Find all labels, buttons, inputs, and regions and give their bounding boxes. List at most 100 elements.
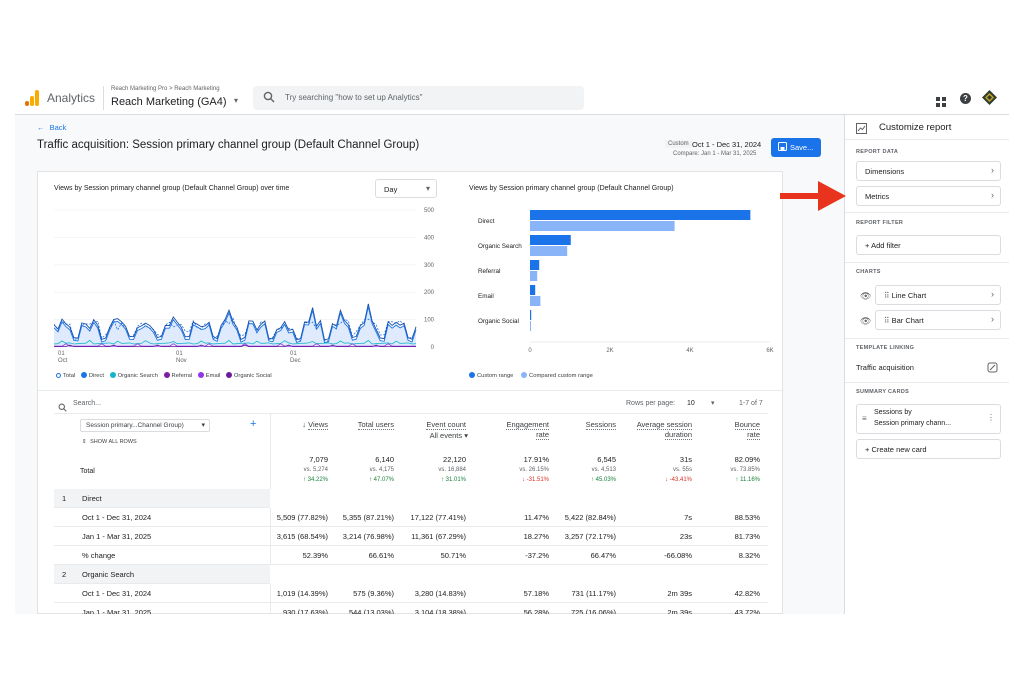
eye-icon[interactable]: 👁 (860, 291, 872, 301)
total-cell: 31s vs. 55s ↓ -43.41% (632, 455, 692, 485)
back-link[interactable]: ← Back (37, 123, 66, 132)
plus-icon: + (865, 241, 872, 250)
header-event-count[interactable]: Event count (426, 420, 466, 430)
legend-total[interactable]: Total (56, 373, 75, 379)
bar-compared-range (530, 296, 541, 306)
table-cell: 57.18% (523, 589, 549, 598)
charts-heading: CHARTS (856, 269, 881, 275)
template-name: Traffic acquisition (856, 363, 914, 372)
table-row[interactable]: % change 52.39% 66.61% 50.71% -37.2% 66.47% -6… (54, 546, 768, 565)
show-all-rows-button[interactable]: ⇕ SHOW ALL ROWS (82, 439, 137, 445)
unlink-icon[interactable] (987, 360, 998, 378)
table-cell: -66.08% (664, 551, 692, 560)
total-change: ↑ 31.01% (440, 477, 466, 483)
summary-cards-heading: SUMMARY CARDS (856, 389, 910, 395)
customize-report-panel: Customize report REPORT DATA Dimensions ›… (844, 115, 1009, 614)
table-search-input[interactable]: Search... (73, 400, 102, 407)
date-range-picker[interactable]: Oct 1 - Dec 31, 2024 (692, 140, 762, 149)
table-group-row[interactable]: 1 Direct (54, 489, 768, 508)
analytics-logo-icon[interactable] (25, 90, 39, 106)
x-tick-label: 4K (686, 348, 693, 354)
table-cell: 81.73% (734, 532, 760, 541)
y-tick-label: 300 (424, 263, 435, 269)
account-avatar[interactable] (982, 90, 997, 105)
header-views[interactable]: ↓ Views (302, 420, 328, 430)
header-avg-session-duration[interactable]: Average session duration (636, 420, 692, 440)
table-cell: 56.28% (523, 608, 549, 614)
save-button[interactable]: Save... (771, 138, 821, 157)
app-name: Analytics (47, 91, 96, 105)
compare-range: Compare: Jan 1 - Mar 31, 2025 (673, 151, 757, 157)
topbar-divider (103, 86, 104, 110)
table-row[interactable]: Oct 1 - Dec 31, 2024 1,019 (14.39%) 575 (9… (54, 584, 768, 603)
bar-compared-range (530, 321, 531, 331)
chevron-down-icon[interactable]: ▾ (711, 400, 715, 407)
property-selector[interactable]: Reach Marketing (GA4) (111, 96, 227, 108)
bar-category-label: Organic Search (478, 243, 522, 250)
search-bar[interactable]: Try searching "how to set up Analytics" (253, 86, 584, 110)
metrics-item[interactable]: Metrics › (856, 186, 1001, 206)
screenshot: Analytics Reach Marketing Pro > Reach Ma… (15, 80, 1009, 614)
header-bounce-rate[interactable]: Bounce rate (734, 420, 760, 440)
line-chart-title: Views by Session primary channel group (… (54, 185, 290, 192)
top-bar: Analytics Reach Marketing Pro > Reach Ma… (15, 80, 1009, 115)
header-sessions[interactable]: Sessions (585, 420, 616, 430)
header-total-users[interactable]: Total users (357, 420, 394, 430)
divider (845, 212, 1009, 213)
legend-referral[interactable]: Referral (163, 372, 192, 379)
legend-custom-range[interactable]: Custom range (469, 372, 513, 379)
table-row[interactable]: Jan 1 - Mar 31, 2025 930 (17.63%) 544 (13.… (54, 603, 768, 614)
total-compare: vs. 16,884 (438, 467, 466, 473)
account-breadcrumb[interactable]: Reach Marketing Pro > Reach Marketing (111, 86, 220, 92)
more-vert-icon[interactable]: ⋮ (987, 413, 995, 422)
total-compare: vs. 26.15% (519, 467, 549, 473)
create-new-card-button[interactable]: + Create new card (856, 439, 1001, 459)
direct-series-line (53, 306, 417, 344)
rows-per-page-select[interactable]: 10 (687, 400, 695, 407)
header-engagement-rate[interactable]: Engagement rate (506, 420, 549, 440)
y-tick-label: 100 (424, 318, 435, 324)
add-filter-button[interactable]: + Add filter (856, 235, 1001, 255)
table-divider (38, 390, 784, 391)
summary-card-item[interactable]: ≡ Sessions by Session primary chann... ⋮ (856, 404, 1001, 434)
annotation-arrow-icon (780, 181, 846, 211)
total-change: ↑ 34.22% (302, 477, 328, 483)
apps-grid-icon[interactable] (936, 94, 946, 107)
table-cell: 575 (9.36%) (353, 589, 394, 598)
bar-custom-range (530, 260, 540, 270)
line-chart: 500 400 300 200 100 0 01 Oct 01 Nov 01 Dec (53, 202, 444, 370)
bar-category-label: Direct (478, 218, 495, 225)
legend-direct[interactable]: Direct (80, 372, 104, 379)
legend-compared-range[interactable]: Compared custom range (521, 372, 593, 379)
event-filter-select[interactable]: All events ▾ (429, 431, 468, 440)
line-chart-item[interactable]: ⠿ Line Chart › (875, 285, 1001, 305)
bar-chart-item[interactable]: ⠿ Bar Chart › (875, 310, 1001, 330)
table-cell: 11,361 (67.29%) (411, 532, 466, 541)
total-value: 6,140 (375, 455, 394, 464)
report-data-heading: REPORT DATA (856, 149, 899, 155)
table-cell: 5,509 (77.82%) (276, 513, 328, 522)
legend-organic-social[interactable]: Organic Social (225, 372, 272, 379)
add-dimension-button[interactable]: + (250, 418, 257, 430)
table-cell: 43.72% (734, 608, 760, 614)
dimension-select[interactable]: Session primary...Channel Group) ▾ (80, 419, 210, 432)
bar-custom-range (530, 210, 751, 220)
dimensions-item[interactable]: Dimensions › (856, 161, 1001, 181)
table-group-row[interactable]: 2 Organic Search (54, 565, 768, 584)
custom-badge: Custom (665, 140, 692, 148)
legend-email[interactable]: Email (197, 372, 220, 379)
eye-icon[interactable]: 👁 (860, 316, 872, 326)
table-cell: -37.2% (525, 551, 549, 560)
legend-organic-search[interactable]: Organic Search (109, 372, 158, 379)
total-cell: 7,079 vs. 5,274 ↑ 34.22% (268, 455, 328, 485)
chevron-down-icon[interactable]: ▾ (234, 96, 239, 105)
table-cell: 66.47% (590, 551, 616, 560)
table-cell: 930 (17.63%) (282, 608, 328, 614)
table-cell: 5,422 (82.84%) (564, 513, 616, 522)
y-tick-label: 200 (424, 290, 435, 296)
total-change: ↑ 47.07% (368, 477, 394, 483)
granularity-select[interactable]: Day ▾ (375, 179, 437, 198)
table-row[interactable]: Jan 1 - Mar 31, 2025 3,615 (68.54%) 3,214 … (54, 527, 768, 546)
help-icon[interactable]: ? (960, 93, 971, 104)
table-row[interactable]: Oct 1 - Dec 31, 2024 5,509 (77.82%) 5,355 … (54, 508, 768, 527)
